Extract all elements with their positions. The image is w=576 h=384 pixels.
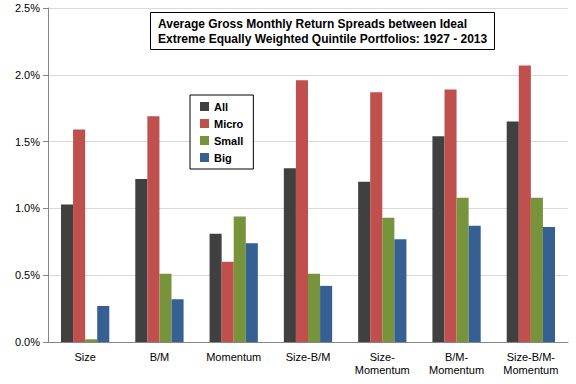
svg-text:0.5%: 0.5%	[15, 269, 40, 281]
svg-text:Micro: Micro	[214, 118, 244, 130]
svg-text:1.0%: 1.0%	[15, 202, 40, 214]
svg-text:1.5%: 1.5%	[15, 136, 40, 148]
svg-text:Momentum: Momentum	[355, 364, 410, 376]
svg-text:Big: Big	[214, 152, 232, 164]
svg-text:Momentum: Momentum	[503, 364, 558, 376]
svg-text:Momentum: Momentum	[429, 364, 484, 376]
svg-text:Small: Small	[214, 135, 243, 147]
svg-text:All: All	[214, 101, 228, 113]
svg-text:Size-B/M-: Size-B/M-	[507, 351, 556, 363]
svg-text:B/M: B/M	[150, 351, 170, 363]
svg-text:Size-: Size-	[370, 351, 395, 363]
svg-text:Size: Size	[74, 351, 95, 363]
svg-text:Average Gross Monthly Return S: Average Gross Monthly Return Spreads bet…	[158, 17, 467, 31]
svg-text:2.5%: 2.5%	[15, 2, 40, 14]
svg-text:Momentum: Momentum	[206, 351, 261, 363]
svg-text:Size-B/M: Size-B/M	[286, 351, 331, 363]
svg-text:Extreme Equally Weighted Quint: Extreme Equally Weighted Quintile Portfo…	[158, 32, 488, 46]
svg-text:2.0%: 2.0%	[15, 69, 40, 81]
svg-text:B/M-: B/M-	[445, 351, 469, 363]
svg-text:0.0%: 0.0%	[15, 336, 40, 348]
